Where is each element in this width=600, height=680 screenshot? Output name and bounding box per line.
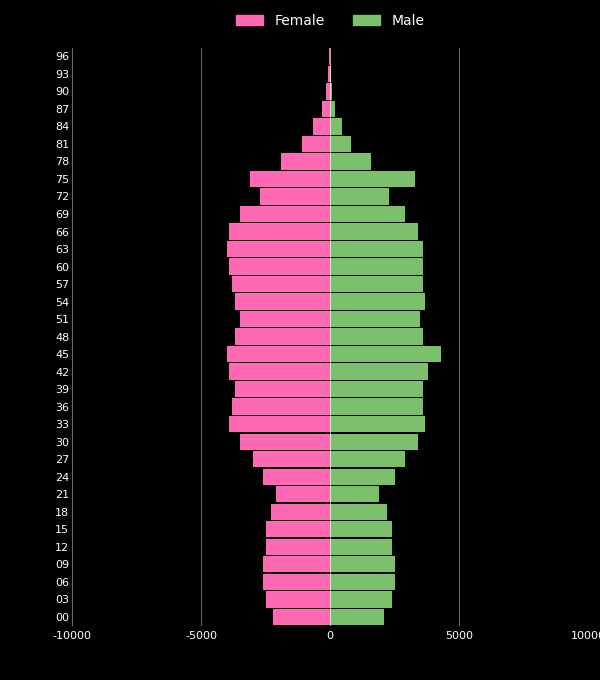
- Bar: [330, 591, 392, 607]
- Bar: [227, 346, 330, 362]
- Bar: [263, 556, 330, 573]
- Bar: [330, 241, 423, 257]
- Bar: [330, 346, 441, 362]
- Bar: [265, 539, 330, 555]
- Bar: [263, 469, 330, 485]
- Bar: [227, 241, 330, 257]
- Bar: [330, 381, 423, 397]
- Bar: [330, 118, 341, 135]
- Bar: [330, 434, 418, 450]
- Bar: [250, 171, 330, 187]
- Bar: [330, 101, 335, 117]
- Bar: [253, 451, 330, 467]
- Legend: Female, Male: Female, Male: [230, 8, 430, 33]
- Bar: [330, 136, 350, 152]
- Bar: [330, 469, 395, 485]
- Bar: [232, 398, 330, 415]
- Bar: [330, 521, 392, 537]
- Bar: [281, 153, 330, 169]
- Bar: [263, 574, 330, 590]
- Bar: [260, 188, 330, 205]
- Bar: [232, 276, 330, 292]
- Bar: [330, 398, 423, 415]
- Bar: [330, 206, 405, 222]
- Bar: [328, 66, 330, 82]
- Bar: [273, 609, 330, 625]
- Bar: [265, 521, 330, 537]
- Bar: [271, 504, 330, 520]
- Bar: [229, 416, 330, 432]
- Bar: [240, 311, 330, 327]
- Bar: [235, 381, 330, 397]
- Bar: [330, 188, 389, 205]
- Bar: [229, 223, 330, 239]
- Bar: [330, 504, 387, 520]
- Bar: [330, 171, 415, 187]
- Bar: [330, 276, 423, 292]
- Bar: [330, 258, 423, 275]
- Bar: [330, 451, 405, 467]
- Bar: [330, 328, 423, 345]
- Bar: [330, 223, 418, 239]
- Bar: [330, 574, 395, 590]
- Bar: [330, 293, 425, 310]
- Bar: [329, 48, 330, 65]
- Bar: [265, 591, 330, 607]
- Bar: [330, 486, 379, 503]
- Bar: [235, 328, 330, 345]
- Bar: [229, 258, 330, 275]
- Bar: [240, 206, 330, 222]
- Bar: [326, 83, 330, 99]
- Bar: [330, 311, 420, 327]
- Bar: [330, 66, 331, 82]
- Bar: [330, 83, 332, 99]
- Bar: [240, 434, 330, 450]
- Bar: [330, 556, 395, 573]
- Bar: [330, 539, 392, 555]
- Bar: [276, 486, 330, 503]
- Bar: [235, 293, 330, 310]
- Bar: [229, 363, 330, 380]
- Bar: [330, 609, 384, 625]
- Bar: [322, 101, 330, 117]
- Bar: [302, 136, 330, 152]
- Bar: [330, 153, 371, 169]
- Bar: [313, 118, 330, 135]
- Bar: [330, 363, 428, 380]
- Bar: [330, 416, 425, 432]
